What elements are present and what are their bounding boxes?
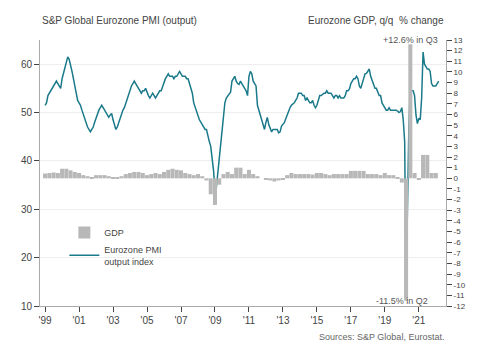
- svg-text:-10: -10: [454, 281, 466, 290]
- svg-text:'99: '99: [39, 315, 52, 326]
- svg-text:-11: -11: [454, 291, 466, 300]
- svg-text:40: 40: [21, 155, 33, 166]
- svg-text:'17: '17: [344, 315, 357, 326]
- svg-text:'15: '15: [310, 315, 323, 326]
- svg-text:GDP: GDP: [104, 228, 124, 238]
- svg-text:'19: '19: [378, 315, 391, 326]
- svg-text:3: 3: [454, 142, 459, 151]
- svg-text:1: 1: [454, 163, 459, 172]
- svg-text:-3: -3: [454, 206, 462, 215]
- svg-text:20: 20: [21, 252, 33, 263]
- svg-text:'07: '07: [174, 315, 187, 326]
- svg-text:'13: '13: [276, 315, 289, 326]
- svg-text:-8: -8: [454, 259, 462, 268]
- svg-text:9: 9: [454, 78, 459, 87]
- svg-text:+12.6% in Q3: +12.6% in Q3: [383, 35, 438, 45]
- svg-text:6: 6: [454, 110, 459, 119]
- svg-text:10: 10: [454, 68, 463, 77]
- svg-text:Eurozone GDP, q/q % change: Eurozone GDP, q/q % change: [308, 15, 444, 26]
- svg-text:'11: '11: [243, 315, 256, 326]
- svg-text:'05: '05: [140, 315, 153, 326]
- svg-text:-4: -4: [454, 217, 462, 226]
- svg-text:-1: -1: [454, 185, 462, 194]
- svg-text:-11.5% in Q2: -11.5% in Q2: [376, 296, 428, 306]
- svg-text:12: 12: [454, 46, 463, 55]
- svg-text:2: 2: [454, 153, 459, 162]
- svg-text:0: 0: [454, 174, 459, 183]
- svg-text:4: 4: [454, 132, 459, 141]
- svg-text:'09: '09: [208, 315, 221, 326]
- svg-text:'21: '21: [412, 315, 425, 326]
- svg-text:-9: -9: [454, 270, 462, 279]
- svg-text:10: 10: [21, 301, 33, 312]
- svg-text:11: 11: [454, 57, 463, 66]
- svg-text:-7: -7: [454, 249, 462, 258]
- svg-text:60: 60: [21, 59, 33, 70]
- svg-text:'03: '03: [107, 315, 120, 326]
- svg-text:50: 50: [21, 107, 33, 118]
- svg-text:13: 13: [454, 36, 463, 45]
- svg-text:7: 7: [454, 100, 459, 109]
- svg-text:-2: -2: [454, 195, 462, 204]
- svg-text:Sources: S&P Global, Eurostat.: Sources: S&P Global, Eurostat.: [319, 332, 444, 342]
- svg-text:30: 30: [21, 204, 33, 215]
- svg-text:Eurozone PMIoutput index: Eurozone PMIoutput index: [104, 245, 161, 267]
- svg-text:S&P Global Eurozone PMI (outpu: S&P Global Eurozone PMI (output): [42, 15, 197, 26]
- svg-text:5: 5: [454, 121, 459, 130]
- svg-text:-5: -5: [454, 227, 462, 236]
- svg-text:-6: -6: [454, 238, 462, 247]
- svg-text:'01: '01: [73, 315, 86, 326]
- svg-text:-12: -12: [454, 302, 466, 311]
- svg-text:8: 8: [454, 89, 459, 98]
